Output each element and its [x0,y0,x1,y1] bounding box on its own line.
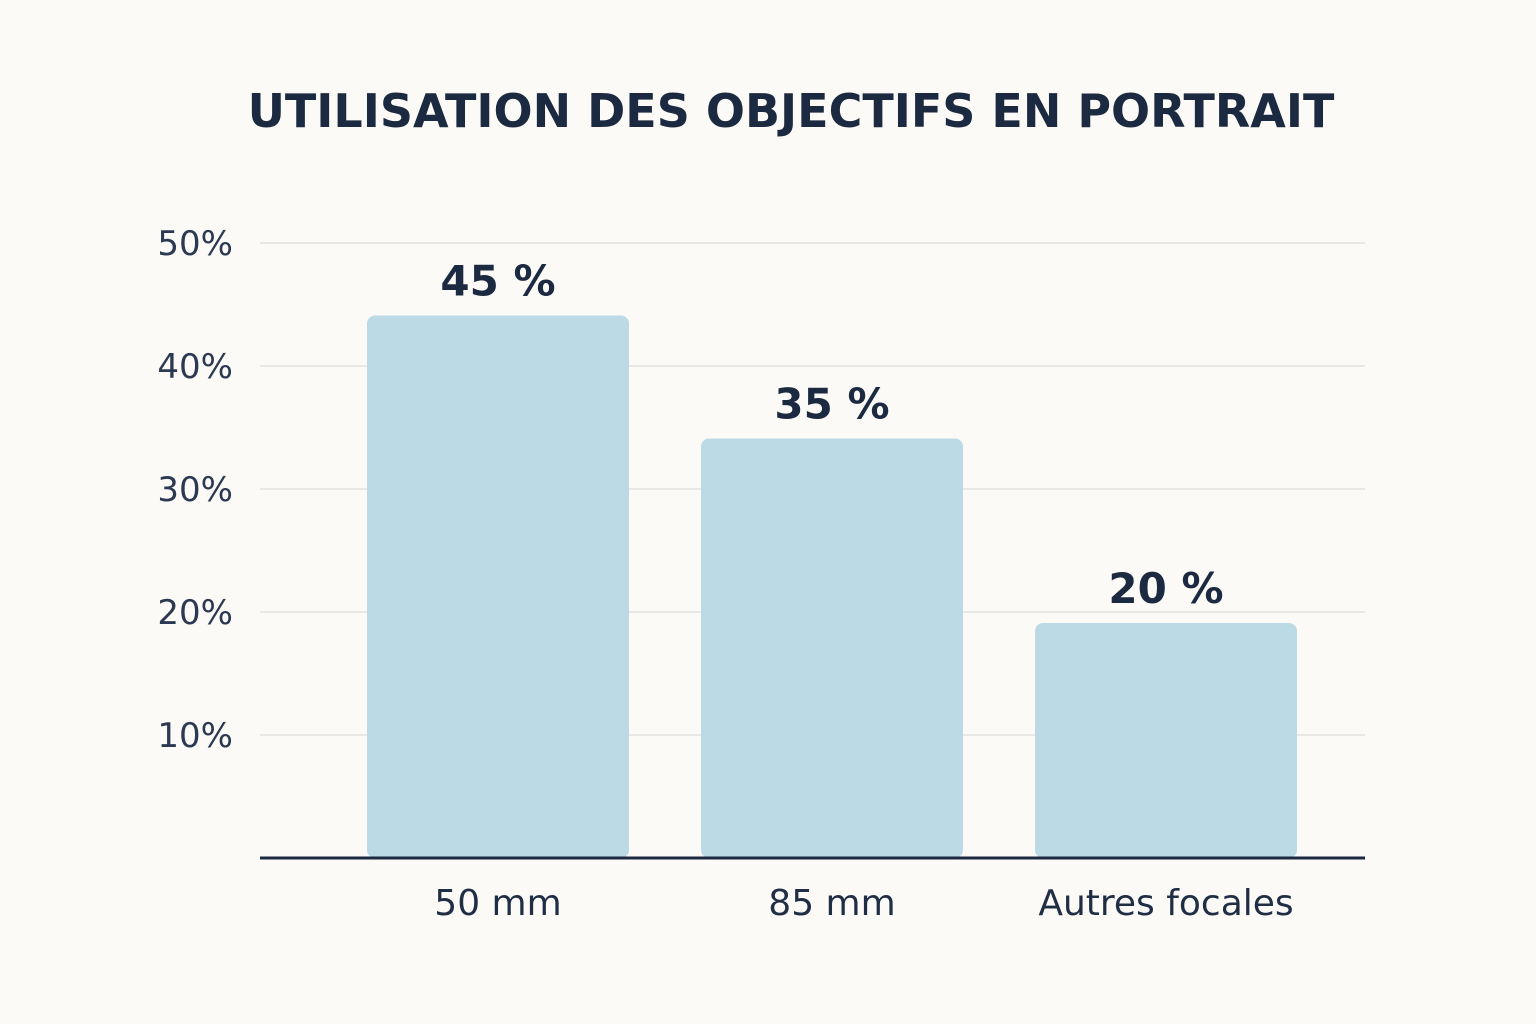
category-label: 50 mm [434,883,561,924]
bar [367,315,629,858]
y-tick-label: 10% [157,716,233,756]
y-axis-ticks: 10% 20% 30% 40% 50% [157,224,233,756]
value-label: 20 % [1108,564,1223,613]
bars [367,315,1297,858]
value-label: 35 % [774,380,889,429]
x-axis-categories: 50 mm 85 mm Autres focales [434,883,1293,924]
y-tick-label: 30% [157,470,233,510]
y-tick-label: 20% [157,593,233,633]
value-labels: 45 % 35 % 20 % [440,257,1223,614]
bar [701,438,963,858]
chart-title: UTILISATION DES OBJECTIFS EN PORTRAIT [247,84,1335,138]
bar [1035,623,1297,858]
y-tick-label: 40% [157,347,233,387]
y-tick-label: 50% [157,224,233,264]
category-label: 85 mm [768,883,895,924]
category-label: Autres focales [1038,883,1293,924]
value-label: 45 % [440,257,555,306]
